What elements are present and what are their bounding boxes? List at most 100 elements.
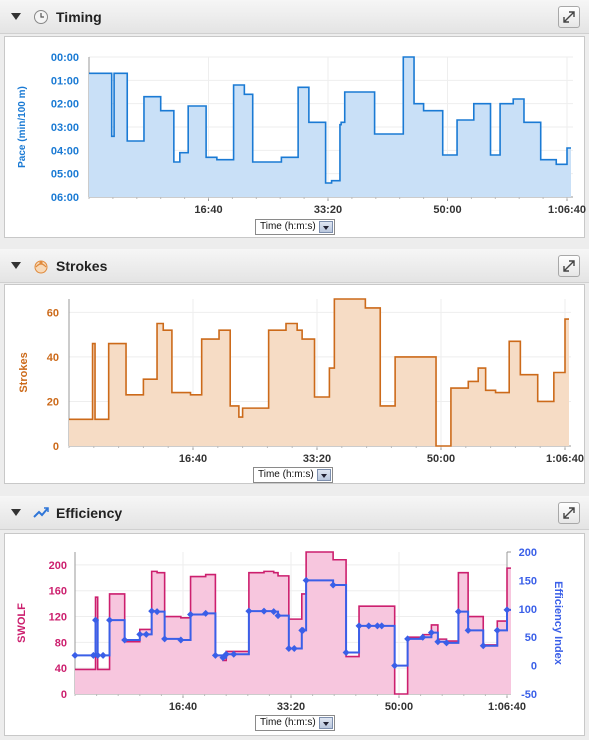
efficiency-point bbox=[222, 650, 230, 658]
trend-icon bbox=[33, 507, 49, 518]
timing-header[interactable]: Timing bbox=[0, 0, 589, 34]
y-axis-label: Pace (min/100 m) bbox=[17, 86, 28, 168]
strokes-chart: 0 20 40 60 16:40 33:20 50:00 1:06:40 Strokes Tim… bbox=[4, 284, 585, 484]
efficiency-tick-label: 50 bbox=[525, 632, 537, 644]
efficiency-axis-label: Efficiency Index bbox=[552, 581, 564, 666]
swolf-tick-label: 120 bbox=[49, 612, 67, 624]
strokes-chart-svg: 0 20 40 60 16:40 33:20 50:00 1:06:40 Strokes bbox=[18, 298, 584, 465]
efficiency-point bbox=[443, 639, 451, 647]
x-tick-label: 1:06:40 bbox=[546, 453, 584, 465]
efficiency-point bbox=[230, 650, 238, 658]
strokes-panel: Strokes 0 20 40 60 16:40 33:20 50:00 1:06:40 Str… bbox=[0, 249, 589, 489]
efficiency-point bbox=[92, 616, 100, 624]
time-unit-select-label: Time (h:m:s) bbox=[260, 221, 316, 232]
swolf-axis-label: SWOLF bbox=[16, 603, 28, 643]
collapse-arrow-icon[interactable] bbox=[11, 509, 21, 516]
swimmer-icon bbox=[34, 260, 48, 274]
time-unit-select[interactable]: Time (h:m:s) bbox=[255, 219, 335, 235]
efficiency-point bbox=[290, 645, 298, 653]
efficiency-point bbox=[260, 607, 268, 615]
y-tick-label: 0 bbox=[53, 441, 59, 453]
time-unit-select[interactable]: Time (h:m:s) bbox=[255, 715, 335, 731]
efficiency-point bbox=[245, 607, 253, 615]
efficiency-header[interactable]: Efficiency bbox=[0, 496, 589, 530]
y-tick-label: 00:00 bbox=[51, 52, 79, 64]
y-tick-label: 03:00 bbox=[51, 122, 79, 134]
collapse-arrow-icon[interactable] bbox=[11, 13, 21, 20]
swolf-tick-label: 0 bbox=[61, 689, 67, 701]
efficiency-tick-label: 0 bbox=[531, 661, 537, 673]
x-tick-label: 33:20 bbox=[314, 204, 342, 216]
strokes-title: Strokes bbox=[56, 258, 108, 274]
pace-chart-svg: 00:00 01:00 02:00 03:00 04:00 05:00 06:00 16:40… bbox=[17, 52, 586, 216]
chevron-down-icon[interactable] bbox=[317, 469, 331, 481]
strokes-header[interactable]: Strokes bbox=[0, 249, 589, 283]
y-tick-label: 04:00 bbox=[51, 145, 79, 157]
efficiency-point bbox=[373, 622, 381, 630]
efficiency-point bbox=[177, 636, 185, 644]
y-tick-label: 06:00 bbox=[51, 192, 79, 204]
efficiency-point bbox=[355, 622, 363, 630]
efficiency-title: Efficiency bbox=[56, 505, 123, 521]
efficiency-point bbox=[99, 651, 107, 659]
efficiency-tick-label: -50 bbox=[521, 689, 537, 701]
efficiency-tick-label: 100 bbox=[519, 604, 537, 616]
y-tick-label: 01:00 bbox=[51, 75, 79, 87]
y-tick-label: 40 bbox=[47, 352, 59, 364]
swolf-tick-label: 40 bbox=[55, 663, 67, 675]
efficiency-point bbox=[479, 642, 487, 650]
x-tick-label: 1:06:40 bbox=[548, 204, 586, 216]
x-tick-label: 16:40 bbox=[179, 453, 207, 465]
x-tick-label: 50:00 bbox=[427, 453, 455, 465]
efficiency-point bbox=[161, 635, 169, 643]
efficiency-point bbox=[211, 651, 219, 659]
x-tick-label: 50:00 bbox=[433, 204, 461, 216]
collapse-arrow-icon[interactable] bbox=[11, 262, 21, 269]
strokes-line bbox=[69, 298, 569, 447]
efficiency-chart: 0 40 80 120 160 200 -50 0 50 100 150 200 16:40 33:20 5… bbox=[4, 533, 585, 736]
timing-title: Timing bbox=[56, 9, 102, 25]
efficiency-point bbox=[427, 629, 435, 637]
expand-button[interactable] bbox=[558, 6, 580, 28]
y-tick-label: 60 bbox=[47, 307, 59, 319]
expand-button[interactable] bbox=[558, 255, 580, 277]
expand-icon bbox=[563, 507, 575, 519]
efficiency-point bbox=[342, 649, 350, 657]
y-tick-label: 02:00 bbox=[51, 99, 79, 111]
efficiency-point bbox=[503, 606, 511, 614]
chevron-down-icon[interactable] bbox=[319, 717, 333, 729]
efficiency-point bbox=[71, 651, 79, 659]
x-tick-label: 33:20 bbox=[303, 453, 331, 465]
pace-area bbox=[89, 57, 571, 197]
efficiency-point bbox=[464, 626, 472, 634]
swolf-tick-label: 200 bbox=[49, 560, 67, 572]
efficiency-point bbox=[285, 645, 293, 653]
efficiency-point bbox=[391, 662, 399, 670]
efficiency-point bbox=[404, 635, 412, 643]
efficiency-tick-label: 150 bbox=[519, 575, 537, 587]
timing-panel: Timing 00:00 01:00 02:00 03:00 04:00 05:00 06:… bbox=[0, 0, 589, 245]
expand-icon bbox=[563, 11, 575, 23]
expand-button[interactable] bbox=[558, 502, 580, 524]
strokes-area bbox=[69, 299, 569, 446]
efficiency-point bbox=[329, 581, 337, 589]
swolf-tick-label: 80 bbox=[55, 637, 67, 649]
chevron-down-icon[interactable] bbox=[319, 221, 333, 233]
y-tick-label: 05:00 bbox=[51, 169, 79, 181]
time-unit-select-label: Time (h:m:s) bbox=[260, 717, 316, 728]
efficiency-point bbox=[106, 616, 114, 624]
efficiency-point bbox=[434, 638, 442, 646]
efficiency-point bbox=[378, 622, 386, 630]
time-unit-select[interactable]: Time (h:m:s) bbox=[253, 467, 333, 483]
efficiency-point bbox=[274, 612, 282, 620]
efficiency-point bbox=[365, 622, 373, 630]
efficiency-point bbox=[493, 626, 501, 634]
x-tick-label: 16:40 bbox=[169, 701, 197, 713]
efficiency-point bbox=[121, 636, 129, 644]
swolf-area bbox=[75, 552, 511, 694]
efficiency-point bbox=[202, 609, 210, 617]
swolf-tick-label: 160 bbox=[49, 586, 67, 598]
x-tick-label: 16:40 bbox=[194, 204, 222, 216]
efficiency-panel: Efficiency 0 40 80 120 160 200 -50 0 50 100 150 200… bbox=[0, 496, 589, 740]
timing-chart: 00:00 01:00 02:00 03:00 04:00 05:00 06:00 16:40… bbox=[4, 36, 586, 238]
